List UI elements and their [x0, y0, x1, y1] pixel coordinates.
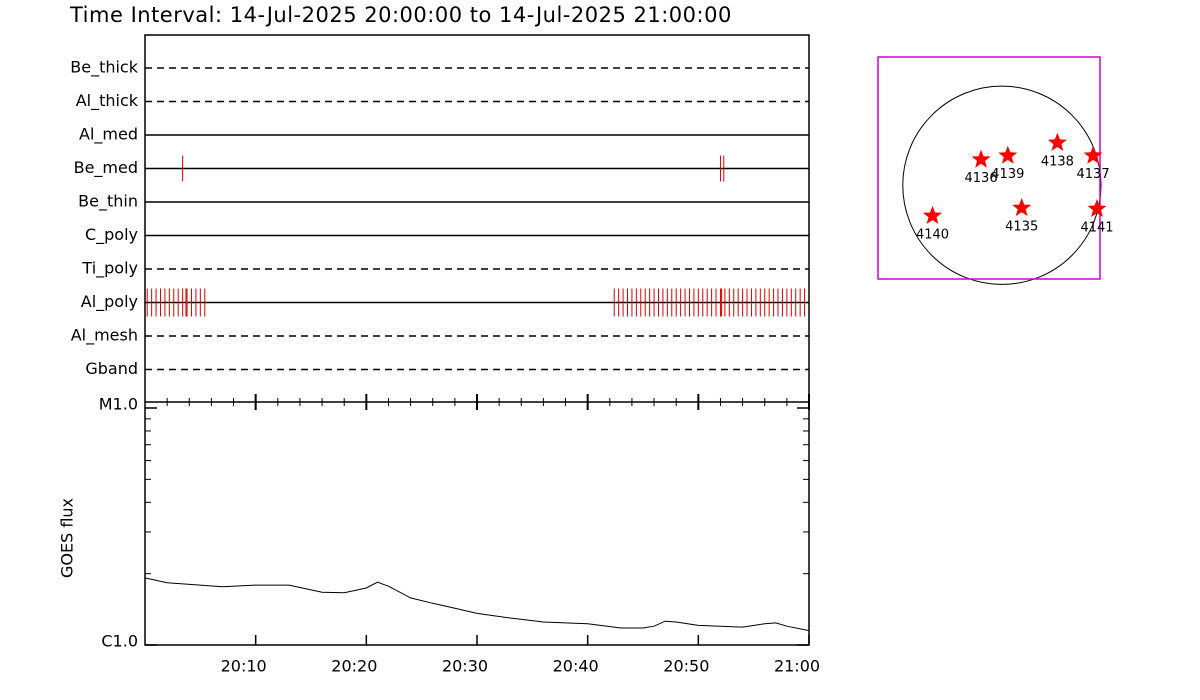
filter-label: Be_thick [70, 58, 138, 78]
flux-line [144, 577, 810, 632]
filter-label: C_poly [85, 225, 138, 245]
fov-box [877, 56, 1101, 280]
x-tick-label: 20:50 [663, 657, 709, 676]
active-region [998, 145, 1018, 164]
solar-disk [902, 85, 1102, 285]
active-region [1012, 198, 1032, 217]
title: Time Interval: 14-Jul-2025 20:00:00 to 1… [69, 3, 732, 27]
x-tick-label: 20:40 [553, 657, 599, 676]
filter-label: Be_med [74, 158, 138, 178]
active-region [1047, 132, 1067, 151]
filter-label: Be_thin [78, 192, 138, 212]
x-tick-label: 21:00 [774, 657, 820, 676]
filter-label: Al_mesh [71, 326, 138, 346]
filter-label: Ti_poly [81, 259, 138, 279]
x-tick-label: 20:10 [221, 657, 267, 676]
plot-frame [144, 34, 810, 646]
region-label: 4140 [916, 227, 949, 242]
active-region [1087, 198, 1107, 217]
active-region [1083, 145, 1103, 164]
active-region [971, 149, 991, 168]
filter-label: Al_thick [76, 91, 139, 111]
filter-label: Al_med [79, 125, 138, 145]
filter-label: Al_poly [81, 292, 138, 312]
region-label: 4135 [1005, 219, 1038, 234]
region-label: 4138 [1041, 154, 1074, 169]
x-tick-label: 20:30 [442, 657, 488, 676]
region-label: 4141 [1080, 220, 1113, 235]
region-label: 4136 [965, 171, 998, 186]
region-label: 4139 [991, 167, 1024, 182]
y-axis-label: GOES flux [58, 498, 77, 578]
filter-label: Gband [85, 359, 138, 378]
x-tick-label: 20:20 [331, 657, 377, 676]
y-tick-label: C1.0 [101, 632, 138, 651]
y-tick-label: M1.0 [99, 395, 138, 414]
active-region [923, 205, 942, 224]
region-label: 4137 [1077, 167, 1110, 182]
